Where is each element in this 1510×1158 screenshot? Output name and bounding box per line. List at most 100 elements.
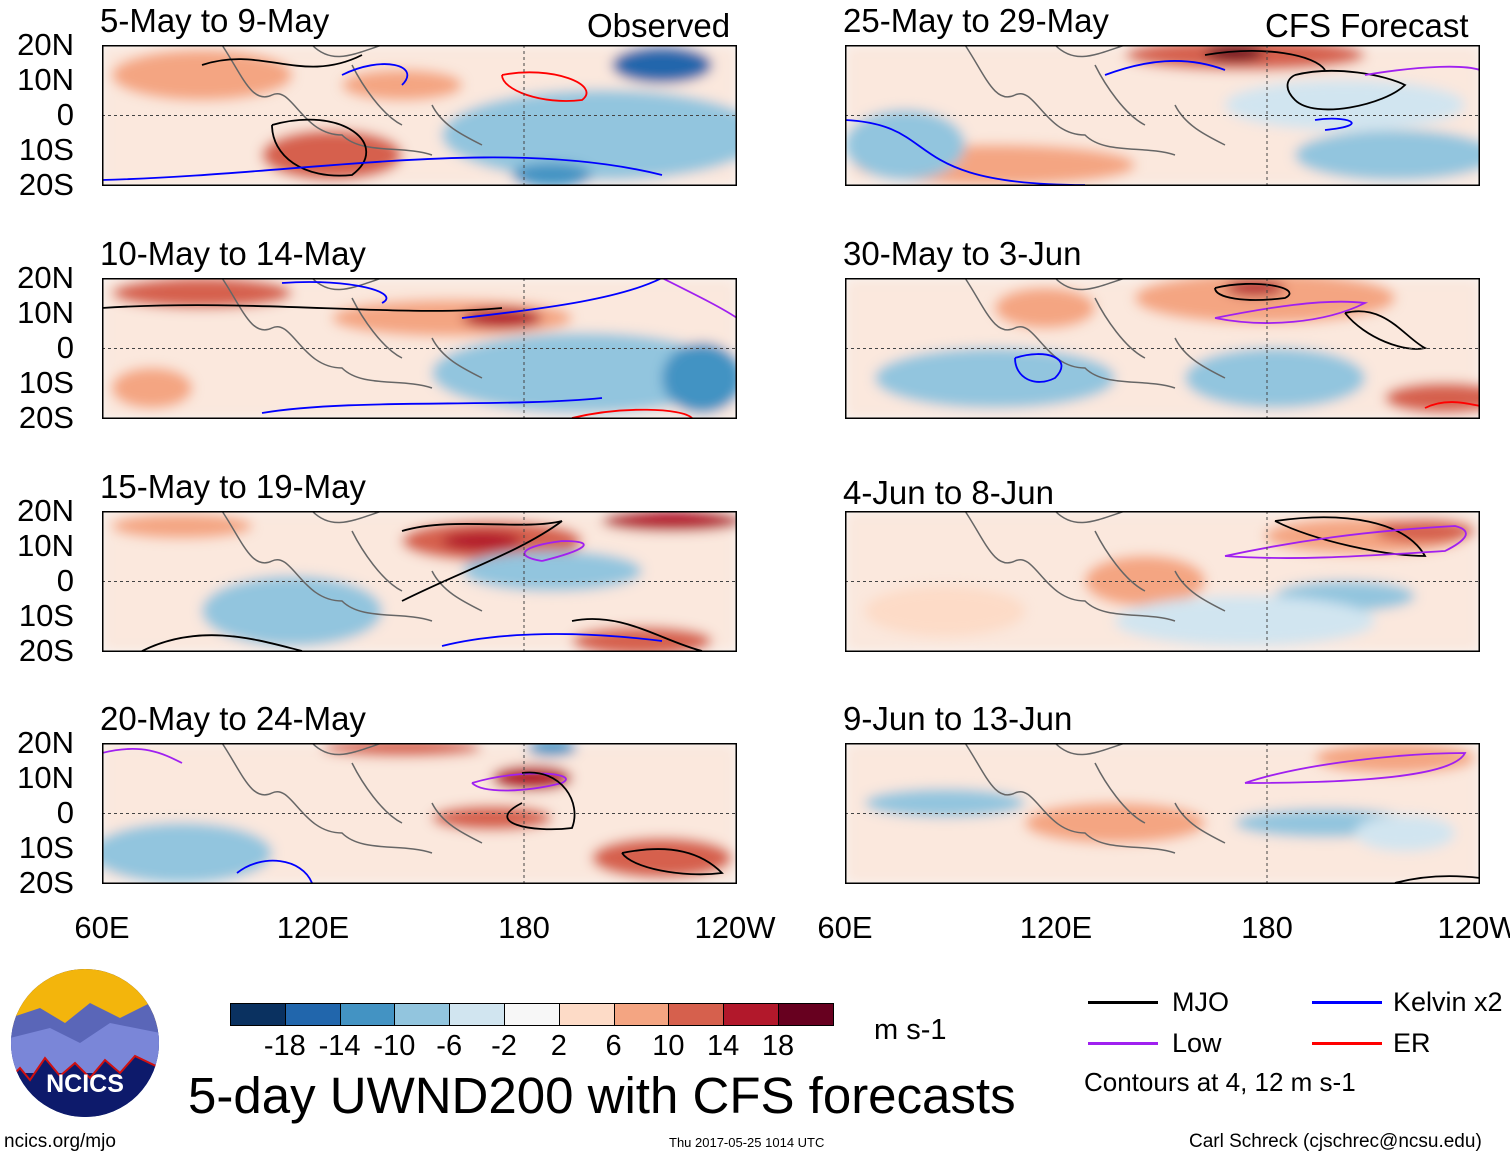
contour-line bbox=[201, 54, 363, 68]
y-tick-label: 20S bbox=[18, 400, 74, 435]
panel-title: 15-May to 19-May bbox=[100, 468, 366, 505]
colorbar-swatch bbox=[723, 1003, 779, 1026]
panel-title: 25-May to 29-May bbox=[843, 2, 1109, 39]
contour-line bbox=[471, 772, 567, 792]
anomaly-patch bbox=[1185, 348, 1365, 408]
contour-line bbox=[271, 118, 367, 177]
map-panel-forecast bbox=[845, 45, 1480, 186]
contour-line bbox=[1014, 353, 1063, 383]
contour-line bbox=[1394, 875, 1480, 884]
contour-line bbox=[845, 119, 1086, 186]
contour-line bbox=[501, 71, 588, 102]
colorbar-label: -2 bbox=[491, 1030, 517, 1062]
panel-title: 9-Jun to 13-Jun bbox=[843, 700, 1073, 737]
contour-line bbox=[281, 281, 388, 304]
colorbar-swatch bbox=[449, 1003, 505, 1026]
colorbar-label: -18 bbox=[263, 1030, 306, 1062]
anomaly-patch bbox=[102, 823, 272, 883]
y-tick-label: 10N bbox=[17, 295, 74, 330]
observed-header: Observed bbox=[587, 7, 731, 44]
anomaly-patch bbox=[1355, 815, 1455, 851]
legend-low-line bbox=[1088, 1042, 1158, 1045]
colorbar-label: -10 bbox=[373, 1030, 416, 1062]
anomaly-patch bbox=[112, 368, 192, 408]
y-tick-label: 0 bbox=[56, 795, 74, 830]
contour-line bbox=[461, 278, 663, 319]
panel-title: 5-May to 9-May bbox=[100, 2, 330, 39]
contour-line bbox=[571, 618, 703, 652]
colorbar-label: 14 bbox=[707, 1030, 740, 1062]
contour-line bbox=[1214, 282, 1291, 301]
anomaly-patch bbox=[112, 278, 292, 308]
coastline bbox=[964, 278, 1226, 389]
anomaly-patch bbox=[322, 743, 482, 756]
colorbar-swatch bbox=[778, 1003, 834, 1026]
colorbar-swatch bbox=[558, 1003, 615, 1026]
x-tick-label: 60E bbox=[817, 910, 873, 945]
anomaly-patch bbox=[462, 551, 642, 591]
coastline bbox=[221, 511, 483, 622]
y-tick-label: 20S bbox=[18, 865, 74, 900]
x-tick-label: 180 bbox=[498, 910, 550, 945]
colorbar-label: 18 bbox=[761, 1030, 795, 1062]
legend-er-label: ER bbox=[1393, 1028, 1431, 1058]
y-tick-label: 0 bbox=[56, 563, 74, 598]
contour-line bbox=[506, 771, 576, 831]
coastline bbox=[221, 45, 483, 156]
footer-author: Carl Schreck (cjschrec@ncsu.edu) bbox=[1189, 1131, 1482, 1152]
colorbar-swatch bbox=[339, 1003, 396, 1026]
contour-line bbox=[661, 278, 737, 319]
panel-title: 4-Jun to 8-Jun bbox=[843, 474, 1054, 511]
contour-line bbox=[102, 304, 503, 312]
anomaly-patch bbox=[845, 110, 965, 180]
colorbar-swatch bbox=[504, 1003, 560, 1026]
y-tick-label: 10S bbox=[18, 365, 74, 400]
legend-kelvin-line bbox=[1312, 1001, 1382, 1004]
map-panel-forecast bbox=[845, 743, 1480, 884]
y-tick-label: 10N bbox=[17, 62, 74, 97]
anomaly-patch bbox=[1225, 80, 1465, 130]
coastline bbox=[964, 743, 1226, 854]
y-tick-label: 10N bbox=[17, 528, 74, 563]
legend-low-label: Low bbox=[1172, 1028, 1222, 1058]
contours-note: Contours at 4, 12 m s-1 bbox=[1084, 1067, 1356, 1097]
anomaly-patch bbox=[492, 766, 572, 790]
anomaly-patch bbox=[1225, 280, 1285, 296]
colorbar-label: 6 bbox=[605, 1030, 622, 1062]
colorbar-label: 10 bbox=[652, 1030, 685, 1062]
contour-line bbox=[102, 156, 663, 181]
footer-url[interactable]: ncics.org/mjo bbox=[4, 1131, 116, 1152]
contour-line bbox=[1424, 401, 1480, 409]
contour-line bbox=[1244, 752, 1467, 784]
contour-line bbox=[1104, 60, 1226, 76]
legend-er-line bbox=[1312, 1042, 1382, 1045]
main-title: 5-day UWND200 with CFS forecasts bbox=[188, 1067, 1016, 1124]
anomaly-patch bbox=[432, 806, 552, 830]
colorbar-units: m s-1 bbox=[874, 1014, 947, 1046]
contour-line bbox=[141, 634, 303, 652]
anomaly-patch bbox=[527, 743, 577, 756]
contour-line bbox=[236, 859, 313, 884]
logo-text: NCICS bbox=[46, 1070, 124, 1098]
legend-mjo-line bbox=[1088, 1001, 1158, 1004]
x-tick-label: 60E bbox=[74, 910, 130, 945]
contour-line bbox=[1364, 65, 1480, 76]
anomaly-patch bbox=[612, 47, 712, 83]
legend-kelvin-label: Kelvin x2 bbox=[1393, 987, 1503, 1017]
ncics-logo: NCICS bbox=[10, 968, 160, 1118]
y-tick-label: 10N bbox=[17, 760, 74, 795]
coastline bbox=[964, 45, 1226, 156]
panel-title: 10-May to 14-May bbox=[100, 235, 366, 272]
y-tick-label: 10S bbox=[18, 830, 74, 865]
anomaly-patch bbox=[1205, 45, 1265, 61]
colorbar-swatch bbox=[394, 1003, 451, 1026]
map-panel-observed bbox=[102, 511, 737, 652]
contour-line bbox=[1286, 69, 1407, 111]
legend-mjo-label: MJO bbox=[1172, 987, 1229, 1017]
x-tick-label: 180 bbox=[1241, 910, 1293, 945]
contour-line bbox=[1214, 300, 1369, 324]
anomaly-patch bbox=[1295, 130, 1480, 180]
anomaly-patch bbox=[442, 531, 522, 551]
anomaly-patch bbox=[112, 50, 292, 100]
